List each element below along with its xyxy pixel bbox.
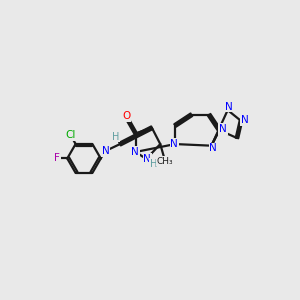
Text: H: H — [112, 132, 119, 142]
Text: N: N — [170, 139, 178, 149]
Text: F: F — [54, 154, 60, 164]
Text: H: H — [150, 159, 158, 169]
Text: N: N — [143, 154, 151, 164]
Text: N: N — [209, 143, 217, 154]
Text: Cl: Cl — [65, 130, 75, 140]
Text: N: N — [219, 124, 227, 134]
Text: N: N — [241, 115, 249, 125]
Text: O: O — [122, 111, 130, 121]
Text: N: N — [225, 102, 233, 112]
Text: N: N — [131, 147, 139, 157]
Text: N: N — [101, 146, 109, 156]
Text: CH₃: CH₃ — [157, 157, 173, 166]
